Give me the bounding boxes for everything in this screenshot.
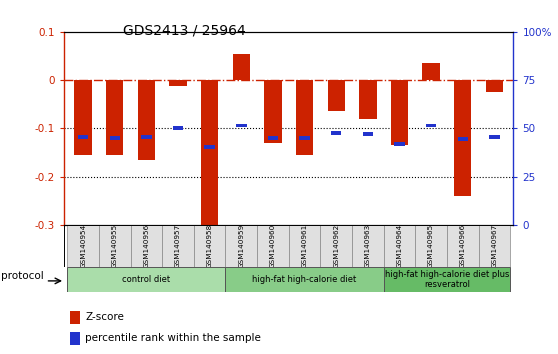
Text: protocol: protocol xyxy=(1,271,44,281)
FancyBboxPatch shape xyxy=(352,225,384,267)
Bar xyxy=(328,80,345,112)
Text: GSM140966: GSM140966 xyxy=(460,224,466,268)
Text: GDS2413 / 25964: GDS2413 / 25964 xyxy=(123,23,246,37)
FancyBboxPatch shape xyxy=(415,225,447,267)
FancyBboxPatch shape xyxy=(225,225,257,267)
Text: Z-score: Z-score xyxy=(85,312,124,322)
Text: high-fat high-calorie diet: high-fat high-calorie diet xyxy=(252,275,357,284)
Bar xyxy=(454,80,472,196)
FancyBboxPatch shape xyxy=(320,225,352,267)
FancyBboxPatch shape xyxy=(68,225,99,267)
Bar xyxy=(233,53,250,80)
Bar xyxy=(363,132,373,136)
FancyBboxPatch shape xyxy=(194,225,225,267)
FancyBboxPatch shape xyxy=(131,225,162,267)
Bar xyxy=(426,124,436,127)
FancyBboxPatch shape xyxy=(384,225,415,267)
Text: GSM140959: GSM140959 xyxy=(238,224,244,268)
FancyBboxPatch shape xyxy=(447,225,479,267)
Bar xyxy=(173,126,183,130)
Bar xyxy=(236,124,247,127)
Text: GSM140967: GSM140967 xyxy=(492,224,497,268)
FancyBboxPatch shape xyxy=(257,225,289,267)
Bar xyxy=(395,142,405,146)
FancyBboxPatch shape xyxy=(225,267,384,292)
Text: GSM140965: GSM140965 xyxy=(428,224,434,268)
Bar xyxy=(138,80,155,160)
Text: GSM140955: GSM140955 xyxy=(112,224,118,268)
FancyBboxPatch shape xyxy=(162,225,194,267)
Bar xyxy=(70,332,80,345)
Text: GSM140956: GSM140956 xyxy=(143,224,150,268)
Text: GSM140963: GSM140963 xyxy=(365,224,371,268)
Bar xyxy=(74,80,92,155)
Bar xyxy=(422,63,440,80)
Bar xyxy=(106,80,123,155)
Bar xyxy=(485,80,503,92)
Text: GSM140964: GSM140964 xyxy=(397,224,402,268)
Text: GSM140961: GSM140961 xyxy=(301,224,307,268)
FancyBboxPatch shape xyxy=(289,225,320,267)
Text: GSM140960: GSM140960 xyxy=(270,224,276,268)
Bar xyxy=(458,137,468,141)
FancyBboxPatch shape xyxy=(479,225,510,267)
Bar xyxy=(204,145,215,149)
Bar xyxy=(201,80,218,225)
Bar xyxy=(299,136,310,140)
Bar xyxy=(109,136,120,140)
Bar xyxy=(169,80,187,86)
Bar xyxy=(296,80,313,155)
Text: high-fat high-calorie diet plus
resveratrol: high-fat high-calorie diet plus resverat… xyxy=(385,270,509,289)
Bar xyxy=(359,80,377,119)
Bar xyxy=(268,136,278,140)
FancyBboxPatch shape xyxy=(68,267,225,292)
Bar xyxy=(78,135,88,139)
Bar xyxy=(141,135,152,139)
Text: control diet: control diet xyxy=(122,275,171,284)
Bar xyxy=(70,311,80,324)
Text: GSM140958: GSM140958 xyxy=(206,224,213,268)
Text: GSM140962: GSM140962 xyxy=(333,224,339,268)
Bar xyxy=(391,80,408,145)
Text: GSM140954: GSM140954 xyxy=(80,224,86,268)
Bar xyxy=(489,135,499,139)
FancyBboxPatch shape xyxy=(99,225,131,267)
Bar xyxy=(331,131,341,135)
Text: GSM140957: GSM140957 xyxy=(175,224,181,268)
FancyBboxPatch shape xyxy=(384,267,510,292)
Text: percentile rank within the sample: percentile rank within the sample xyxy=(85,333,261,343)
Bar xyxy=(264,80,282,143)
